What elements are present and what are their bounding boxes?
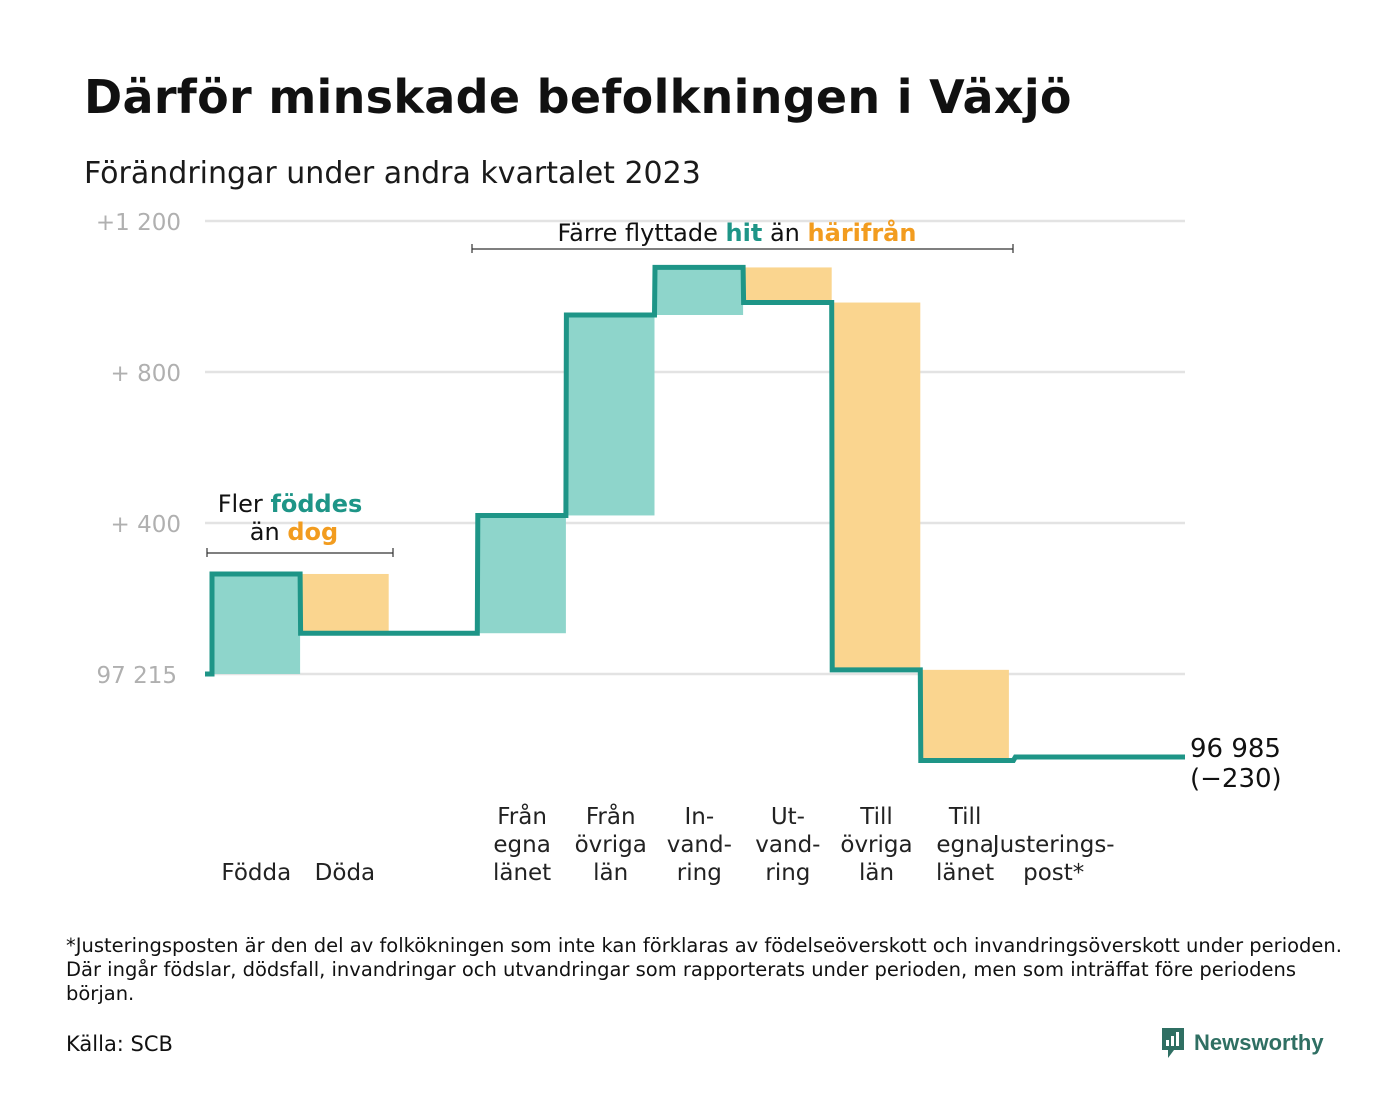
brand-logo: Newsworthy xyxy=(1160,1026,1324,1060)
bar-inflow xyxy=(655,267,744,315)
brand-name: Newsworthy xyxy=(1194,1030,1324,1055)
bar-outflow xyxy=(920,669,1009,761)
category-label: Födda xyxy=(221,860,291,886)
category-label: Från övriga län xyxy=(575,802,647,886)
category-labels: Födda Döda Från egna länet Från övriga län In-va… xyxy=(221,802,1114,886)
gridlines xyxy=(205,219,1185,676)
bar-inflow xyxy=(477,515,566,634)
bar-inflow xyxy=(566,314,655,516)
end-label: 96 985 (−230) xyxy=(1190,734,1282,794)
end-value-label: 96 985 xyxy=(1190,734,1281,764)
y-tick-label: +1 200 xyxy=(96,210,181,236)
category-label: Till egna länet xyxy=(936,804,994,886)
bar-outflow xyxy=(743,267,832,303)
category-label: Justerings-post* xyxy=(991,832,1115,886)
category-label: Döda xyxy=(315,860,375,886)
end-change-label: (−230) xyxy=(1190,764,1282,794)
y-axis-ticks: 97 215 + 400 + 800 +1 200 xyxy=(96,210,181,689)
bar-outflow xyxy=(300,573,389,634)
category-label: Till övriga län xyxy=(840,804,912,886)
source-label: Källa: SCB xyxy=(66,1032,173,1056)
bar-outflow xyxy=(832,302,921,670)
migration-bracket xyxy=(471,244,1014,253)
newsworthy-logo-icon xyxy=(1162,1028,1184,1058)
chart-subtitle: Förändringar under andra kvartalet 2023 xyxy=(84,156,701,191)
y-tick-label: + 400 xyxy=(111,512,181,538)
category-label: Från egna länet xyxy=(493,802,551,886)
bars xyxy=(212,267,1009,761)
births-annotation-line2: än dog xyxy=(250,518,338,546)
migration-annotation: Färre flyttade hit än härifrån xyxy=(471,218,1014,253)
y-tick-label: 97 215 xyxy=(97,663,177,689)
category-label: Ut-vand-ring xyxy=(755,804,820,886)
y-tick-label: + 800 xyxy=(111,361,181,387)
category-label: In-vand-ring xyxy=(667,804,732,886)
population-step-line xyxy=(205,264,1185,763)
chart-title: Därför minskade befolkningen i Växjö xyxy=(84,70,1072,124)
footnote: *Justeringsposten är den del av folkökni… xyxy=(66,934,1342,1005)
births-bracket xyxy=(206,548,394,557)
migration-annotation-text: Färre flyttade hit än härifrån xyxy=(558,218,917,247)
bar-inflow xyxy=(212,573,301,674)
births-annotation: Fler föddes än dog xyxy=(206,490,394,557)
births-annotation-line1: Fler föddes xyxy=(218,490,363,518)
